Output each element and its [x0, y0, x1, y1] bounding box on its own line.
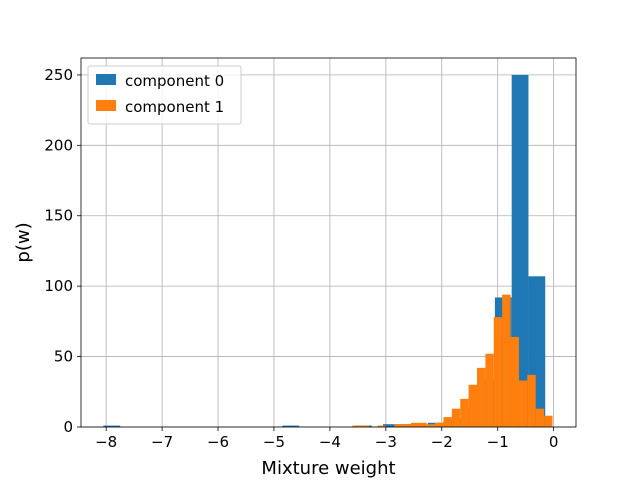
- y-tick-label: 250: [44, 66, 73, 84]
- x-tick-label: −3: [375, 433, 397, 451]
- histogram-bar-component-0: [103, 425, 121, 427]
- histogram-bar-component-1: [544, 415, 553, 427]
- legend-label-component-0: component 0: [125, 72, 224, 90]
- x-tick-label: −6: [207, 433, 229, 451]
- x-axis-ticks: −8 −7 −6 −5 −4 −3 −2 −1 0: [95, 427, 558, 451]
- y-tick-label: 0: [63, 418, 73, 436]
- y-tick-label: 200: [44, 136, 73, 154]
- x-tick-label: −1: [487, 433, 509, 451]
- histogram-bar-component-1: [485, 353, 494, 427]
- histogram-bar-component-1: [518, 380, 528, 427]
- y-tick-label: 50: [54, 348, 73, 366]
- y-tick-label: 100: [44, 277, 73, 295]
- histogram-bar-component-1: [527, 374, 536, 427]
- histogram-bar-component-1: [377, 425, 386, 427]
- histogram-bar-component-1: [394, 424, 411, 427]
- x-tick-label: 0: [549, 433, 559, 451]
- histogram-bar-component-1: [451, 408, 461, 427]
- histogram-bar-component-1: [477, 367, 486, 427]
- y-axis-label: p(w): [13, 222, 34, 262]
- x-tick-label: −2: [431, 433, 453, 451]
- histogram-bar-component-0: [282, 425, 300, 427]
- histogram-bar-component-1: [502, 294, 511, 427]
- legend-label-component-1: component 1: [125, 98, 224, 116]
- legend-swatch-component-0: [96, 74, 116, 85]
- histogram-bar-component-1: [426, 424, 436, 427]
- x-axis-label: Mixture weight: [261, 458, 395, 479]
- x-tick-label: −5: [263, 433, 285, 451]
- histogram-bar-component-0: [383, 424, 400, 427]
- histogram-bar-component-1: [493, 317, 503, 427]
- histogram-bar-component-1: [468, 384, 477, 427]
- legend-box: [87, 65, 242, 125]
- histogram-bar-component-1: [535, 408, 545, 427]
- histogram-bar-component-1: [411, 422, 427, 427]
- legend-swatch-component-1: [96, 100, 116, 111]
- y-tick-label: 150: [44, 207, 73, 225]
- histogram-bar-component-1: [443, 417, 452, 427]
- histogram-bars: [103, 74, 553, 428]
- x-tick-label: −8: [95, 433, 117, 451]
- legend: component 0 component 1: [87, 65, 242, 125]
- histogram-bar-component-1: [435, 422, 444, 427]
- plot-frame: [80, 57, 577, 428]
- x-tick-label: −4: [319, 433, 341, 451]
- histogram-bar-component-1: [352, 425, 370, 427]
- y-axis-ticks: 0 50 100 150 200 250: [44, 66, 81, 436]
- histogram-bar-component-1: [460, 398, 469, 427]
- grid-lines: [81, 58, 576, 428]
- x-tick-label: −7: [151, 433, 173, 451]
- histogram-bar-component-1: [510, 336, 519, 427]
